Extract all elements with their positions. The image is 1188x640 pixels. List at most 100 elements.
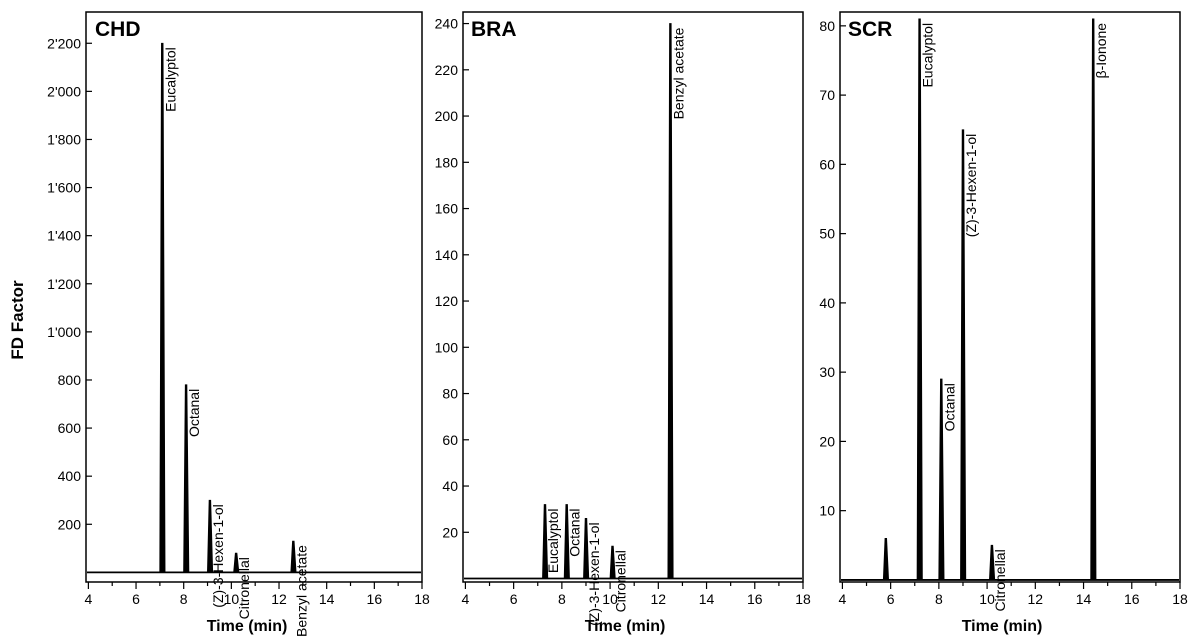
y-tick-label: 100 — [435, 339, 459, 355]
chromatogram-peak — [667, 23, 674, 579]
x-tick-label: 16 — [367, 591, 383, 607]
x-tick-label: 8 — [180, 591, 188, 607]
y-tick-label: 60 — [442, 432, 458, 448]
y-tick-label: 80 — [819, 18, 835, 34]
peak-label: Citronellal — [236, 557, 252, 619]
panel-scr: 4 6 8 10 12 14 16 18 10 20 30 40 50 60 70 80 Eucalyptol O… — [819, 11, 1188, 612]
x-tick-label: 6 — [132, 591, 140, 607]
x-tick-label: 4 — [839, 591, 847, 607]
y-tick-label: 40 — [819, 295, 835, 311]
y-tick-label: 140 — [435, 247, 459, 263]
y-tick-label: 400 — [58, 468, 82, 484]
y-tick-label: 220 — [435, 62, 459, 78]
y-tick-label: 60 — [819, 156, 835, 172]
y-tick-label: 1'600 — [47, 180, 81, 196]
y-tick-label: 200 — [58, 516, 82, 532]
panel-title-bra: BRA — [469, 18, 519, 41]
y-tick-label: 50 — [819, 226, 835, 242]
x-tick-label: 14 — [699, 591, 715, 607]
peak-label: Octanal — [941, 383, 957, 431]
peak-label: Citronellal — [613, 550, 629, 612]
y-axis-label: FD Factor — [8, 280, 27, 360]
x-axis-label-scr: Time (min) — [961, 618, 1043, 635]
x-axis-label-bra: Time (min) — [584, 618, 666, 635]
y-tick-label: 120 — [435, 293, 459, 309]
chromatogram-peak — [916, 18, 923, 581]
x-tick-label: 4 — [84, 591, 92, 607]
y-tick-label: 30 — [819, 364, 835, 380]
y-tick-label: 2'000 — [47, 83, 81, 99]
peak-label: Octanal — [567, 509, 583, 557]
x-tick-label: 16 — [1124, 591, 1140, 607]
chromatogram-peak — [583, 518, 590, 579]
y-tick-label: 1'400 — [47, 228, 81, 244]
peak-label: Eucalyptol — [920, 23, 936, 88]
chromatogram-peak — [609, 545, 616, 579]
y-tick-label: 10 — [819, 503, 835, 519]
chromatogram-peak — [207, 499, 214, 573]
peak-label: Citronellal — [992, 549, 1008, 611]
y-tick-label: 2'200 — [47, 35, 81, 51]
y-tick-label: 1'800 — [47, 131, 81, 147]
peak-label: β-Ionone — [1093, 23, 1109, 79]
y-axis-label-container: FD Factor — [4, 230, 32, 410]
panel-title-chd: CHD — [93, 18, 143, 41]
chromatogram-peak — [183, 384, 190, 573]
y-tick-label: 160 — [435, 201, 459, 217]
x-tick-label: 12 — [271, 591, 287, 607]
chromatogram-peak — [960, 129, 967, 581]
x-tick-label: 14 — [1076, 591, 1092, 607]
y-tick-label: 800 — [58, 372, 82, 388]
x-tick-label: 10 — [979, 591, 995, 607]
panel-title-scr: SCR — [846, 18, 895, 41]
x-tick-label: 16 — [747, 591, 763, 607]
peak-label: Eucalyptol — [545, 509, 561, 574]
x-tick-label: 12 — [1028, 591, 1044, 607]
x-tick-label: 18 — [414, 591, 430, 607]
y-tick-label: 200 — [435, 108, 459, 124]
chromatogram-peak — [233, 552, 240, 573]
chromatogram-peak — [563, 504, 570, 579]
x-tick-label: 12 — [651, 591, 667, 607]
x-tick-label: 6 — [887, 591, 895, 607]
chromatogram-peak — [542, 504, 549, 579]
panel-chd: 4 6 8 10 12 14 16 18 200 400 600 800 1'000 1'200 1'400… — [47, 11, 430, 637]
y-tick-label: 80 — [442, 386, 458, 402]
y-tick-label: 40 — [442, 478, 458, 494]
peak-label: Benzyl acetate — [670, 27, 686, 119]
peak-label: Octanal — [186, 389, 202, 437]
plot-frame — [85, 11, 423, 583]
x-tick-label: 8 — [935, 591, 943, 607]
y-tick-label: 20 — [442, 524, 458, 540]
y-tick-label: 20 — [819, 433, 835, 449]
peak-label: (Z)-3-Hexen-1-ol — [963, 134, 979, 237]
chromatogram-peak — [1090, 18, 1097, 581]
y-tick-label: 240 — [435, 16, 459, 32]
x-axis-label-chd: Time (min) — [206, 618, 288, 635]
y-tick-label: 1'000 — [47, 324, 81, 340]
y-tick-label: 70 — [819, 87, 835, 103]
chromatogram-peak — [290, 540, 297, 573]
chromatogram-peak — [938, 378, 945, 581]
x-tick-label: 18 — [795, 591, 811, 607]
plot-frame — [839, 11, 1181, 583]
chromatogram-peak — [159, 42, 166, 573]
y-tick-label: 180 — [435, 154, 459, 170]
x-tick-label: 4 — [462, 591, 470, 607]
peak-label: Benzyl acetate — [293, 545, 309, 637]
x-tick-label: 18 — [1172, 591, 1188, 607]
peak-label: (Z)-3-Hexen-1-ol — [586, 522, 602, 625]
x-tick-label: 10 — [602, 591, 618, 607]
y-tick-label: 1'200 — [47, 276, 81, 292]
peak-label: Eucalyptol — [162, 47, 178, 112]
x-tick-label: 10 — [224, 591, 240, 607]
plot-frame — [462, 11, 804, 583]
x-tick-label: 6 — [510, 591, 518, 607]
chromatogram-peak — [882, 537, 890, 581]
x-tick-label: 8 — [558, 591, 566, 607]
peak-label: (Z)-3-Hexen-1-ol — [210, 504, 226, 607]
x-tick-label: 14 — [319, 591, 335, 607]
y-tick-label: 600 — [58, 420, 82, 436]
panel-bra: 4 6 8 10 12 14 16 18 20 40 60 80 100 120 140 160 180 200 2… — [435, 11, 811, 626]
